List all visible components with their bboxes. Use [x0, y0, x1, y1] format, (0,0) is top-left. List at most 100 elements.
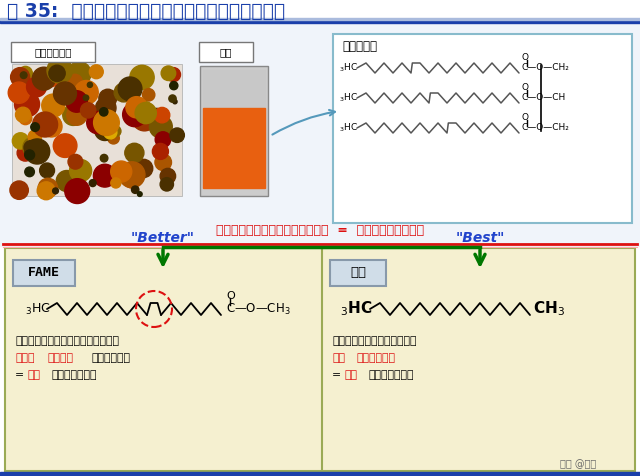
Circle shape — [149, 115, 172, 138]
Circle shape — [95, 98, 116, 118]
Bar — [12, 64, 182, 196]
Bar — [0, 18, 640, 20]
Circle shape — [15, 107, 31, 122]
Text: $_3$HC: $_3$HC — [339, 122, 358, 134]
Circle shape — [11, 68, 29, 87]
Circle shape — [68, 154, 83, 169]
Text: 氧化稳定性问题: 氧化稳定性问题 — [368, 370, 413, 380]
Circle shape — [111, 178, 121, 188]
Circle shape — [24, 140, 38, 155]
Text: 没有: 没有 — [344, 370, 357, 380]
Text: O: O — [521, 113, 528, 122]
Circle shape — [67, 105, 87, 125]
Circle shape — [37, 182, 55, 200]
Bar — [203, 70, 265, 108]
Text: 双重结合: 双重结合 — [47, 353, 73, 363]
Circle shape — [119, 162, 145, 188]
Text: "Best": "Best" — [455, 231, 505, 245]
Text: 头条 @财星: 头条 @财星 — [560, 459, 596, 469]
Circle shape — [8, 82, 29, 103]
Circle shape — [130, 65, 154, 89]
Text: CH$_3$: CH$_3$ — [533, 300, 565, 318]
Circle shape — [143, 89, 155, 101]
Circle shape — [90, 65, 103, 79]
Bar — [203, 108, 265, 188]
Circle shape — [15, 92, 40, 117]
Bar — [0, 20, 640, 23]
Text: =: = — [332, 370, 344, 380]
Circle shape — [65, 178, 90, 204]
Circle shape — [53, 134, 77, 158]
Circle shape — [166, 68, 180, 81]
Circle shape — [35, 119, 53, 136]
Circle shape — [87, 111, 109, 134]
Circle shape — [42, 94, 65, 117]
Circle shape — [137, 109, 148, 119]
FancyBboxPatch shape — [5, 248, 635, 471]
Text: =: = — [15, 370, 28, 380]
Circle shape — [111, 161, 132, 182]
Circle shape — [63, 105, 84, 125]
Circle shape — [93, 164, 116, 187]
Text: C—O—CH₂: C—O—CH₂ — [521, 123, 569, 132]
Text: 氧化稳定性问题: 氧化稳定性问题 — [51, 370, 97, 380]
Text: C—O—CH₂: C—O—CH₂ — [521, 63, 569, 72]
FancyBboxPatch shape — [330, 260, 386, 286]
Circle shape — [123, 102, 147, 127]
Circle shape — [138, 192, 142, 197]
Circle shape — [67, 62, 91, 85]
Text: 氢化: 氢化 — [350, 267, 366, 279]
Circle shape — [100, 108, 108, 116]
Circle shape — [25, 150, 35, 160]
Circle shape — [25, 167, 35, 177]
Circle shape — [114, 83, 133, 102]
Text: 双重结合现象: 双重结合现象 — [356, 353, 395, 363]
Circle shape — [20, 72, 27, 79]
Circle shape — [23, 137, 44, 158]
Text: 存在: 存在 — [27, 370, 40, 380]
Circle shape — [45, 116, 61, 133]
Circle shape — [134, 101, 154, 120]
Text: O: O — [226, 291, 235, 301]
Text: 油脂: 油脂 — [220, 47, 232, 57]
Bar — [0, 22, 640, 246]
Text: $_3$HC: $_3$HC — [25, 301, 51, 317]
Circle shape — [125, 143, 144, 162]
Circle shape — [70, 159, 92, 182]
Circle shape — [161, 66, 176, 80]
Bar — [200, 66, 268, 196]
Circle shape — [110, 126, 121, 137]
Circle shape — [134, 159, 153, 178]
Circle shape — [89, 179, 96, 187]
Circle shape — [118, 77, 142, 101]
Text: O: O — [521, 53, 528, 62]
Circle shape — [173, 99, 177, 104]
Circle shape — [160, 169, 175, 184]
Circle shape — [87, 82, 93, 88]
Text: C—O—CH: C—O—CH — [521, 93, 565, 102]
Circle shape — [12, 133, 29, 149]
Circle shape — [10, 181, 28, 199]
Circle shape — [49, 65, 65, 81]
Text: 粘度、蒸馏：改善至与现行柴油相当: 粘度、蒸馏：改善至与现行柴油相当 — [15, 336, 119, 346]
Circle shape — [66, 91, 88, 112]
Circle shape — [17, 145, 33, 161]
Circle shape — [68, 74, 82, 89]
Circle shape — [155, 132, 171, 148]
Circle shape — [26, 77, 47, 97]
Circle shape — [31, 123, 40, 131]
Circle shape — [104, 126, 117, 139]
Circle shape — [33, 112, 58, 137]
Circle shape — [33, 67, 55, 90]
Text: $_3$HC: $_3$HC — [339, 92, 358, 104]
Circle shape — [155, 154, 172, 170]
Circle shape — [28, 130, 42, 144]
FancyBboxPatch shape — [11, 42, 95, 62]
Circle shape — [54, 82, 76, 105]
Circle shape — [100, 154, 108, 162]
Text: "Better": "Better" — [131, 231, 195, 245]
Circle shape — [170, 81, 178, 90]
Circle shape — [83, 95, 89, 100]
Circle shape — [131, 186, 139, 193]
Circle shape — [135, 102, 156, 124]
